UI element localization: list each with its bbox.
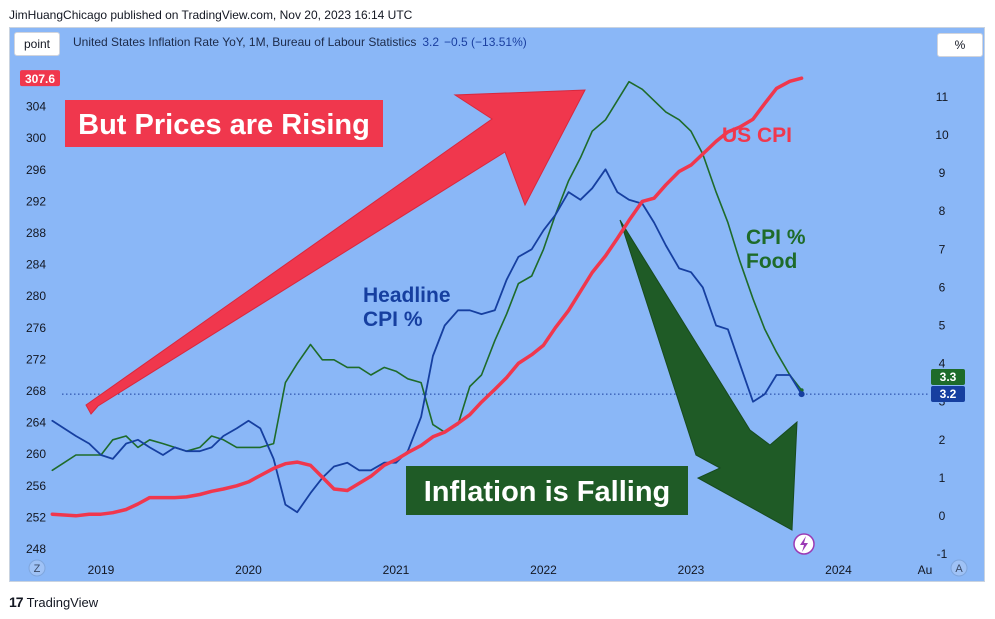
percent-scale-button[interactable]: % [937,33,983,57]
footer-brand: TradingView [26,594,99,610]
right-axis-tick-label: 9 [939,166,946,180]
rising-annotation-text: But Prices are Rising [78,109,370,141]
rising-arrow [85,89,586,415]
x-axis-tick-label: 2023 [678,563,705,577]
left-axis-tick-label: 292 [26,194,46,208]
headline-price-label-text: 3.2 [940,387,957,401]
left-axis-tick-label: 248 [26,542,46,556]
headline-cpi-line [51,168,803,514]
right-axis-tick-label: 4 [939,357,946,371]
left-axis-tick-label: 268 [26,384,46,398]
left-axis-tick-label: 264 [26,416,46,430]
legend-value: 3.2 [422,35,440,49]
x-axis-tick-label: 2024 [825,563,852,577]
headline-price-label [931,386,965,402]
headline-cpi-last-point [798,391,805,398]
right-axis-tick-label: 10 [935,128,949,142]
right-axis-tick-label: 6 [939,280,946,294]
auto-scale-button[interactable] [950,559,968,577]
us-cpi-line [50,76,804,518]
left-axis-tick-label: 300 [26,131,46,145]
left-axis-tick-label: 272 [26,352,46,366]
publisher-caption: JimHuangChicago published on TradingView… [9,8,413,22]
zoom-reset-button[interactable] [28,559,46,577]
legend-change: −0.5 (−13.51%) [444,35,527,49]
x-axis-tick-label: 2020 [235,563,262,577]
falling-annotation-box [406,466,688,515]
footer: 17 TradingView [9,594,98,610]
x-axis-tick-label: 2021 [383,563,410,577]
left-axis-tick-label: 256 [26,479,46,493]
legend-symbol: United States Inflation Rate YoY, 1M, Bu… [73,35,417,49]
right-axis-tick-label: 2 [939,433,946,447]
right-axis-tick-label: 11 [936,90,949,104]
right-axis-tick-label: 5 [939,319,946,333]
x-axis-tick-label: Au [918,563,933,577]
right-axis-tick-label: 7 [939,242,946,256]
food-price-label [931,369,965,385]
right-axis-tick-label: 8 [939,204,946,218]
left-axis-tick-label: 252 [26,510,46,524]
x-axis-tick-label: 2022 [530,563,557,577]
zoom-reset-label: Z [34,563,41,575]
x-axis-tick-label: 2019 [88,563,115,577]
headline-label-line1: Headline [363,284,451,307]
series-legend: United States Inflation Rate YoY, 1M, Bu… [73,35,527,49]
us-cpi-label: US CPI [722,124,792,147]
right-axis-tick-label: 1 [939,471,946,485]
right-axis-tick-label: -1 [937,547,948,561]
food-label-line1: CPI % [746,226,806,249]
headline-label-line2: CPI % [363,308,423,331]
falling-arrow [619,219,798,531]
rising-annotation-box [65,100,383,147]
left-axis-tick-label: 280 [26,289,46,303]
cpi-price-label-text: 307.6 [25,72,55,86]
falling-annotation-text: Inflation is Falling [424,476,671,508]
left-axis-tick-label: 284 [26,258,46,272]
left-axis-tick-label: 260 [26,447,46,461]
point-scale-button[interactable]: point [14,32,60,56]
food-label-line2: Food [746,250,797,273]
left-axis-tick-label: 304 [26,100,46,114]
auto-scale-label: A [955,563,963,575]
left-axis-tick-label: 288 [26,226,46,240]
food-price-label-text: 3.3 [940,370,957,384]
left-axis-tick-label: 296 [26,163,46,177]
right-axis-tick-label: 0 [939,509,946,523]
cpi-price-label [20,70,60,87]
left-axis-tick-label: 276 [26,321,46,335]
lightning-icon-glyph [800,536,808,552]
tradingview-logo-icon: 17 [9,594,24,610]
